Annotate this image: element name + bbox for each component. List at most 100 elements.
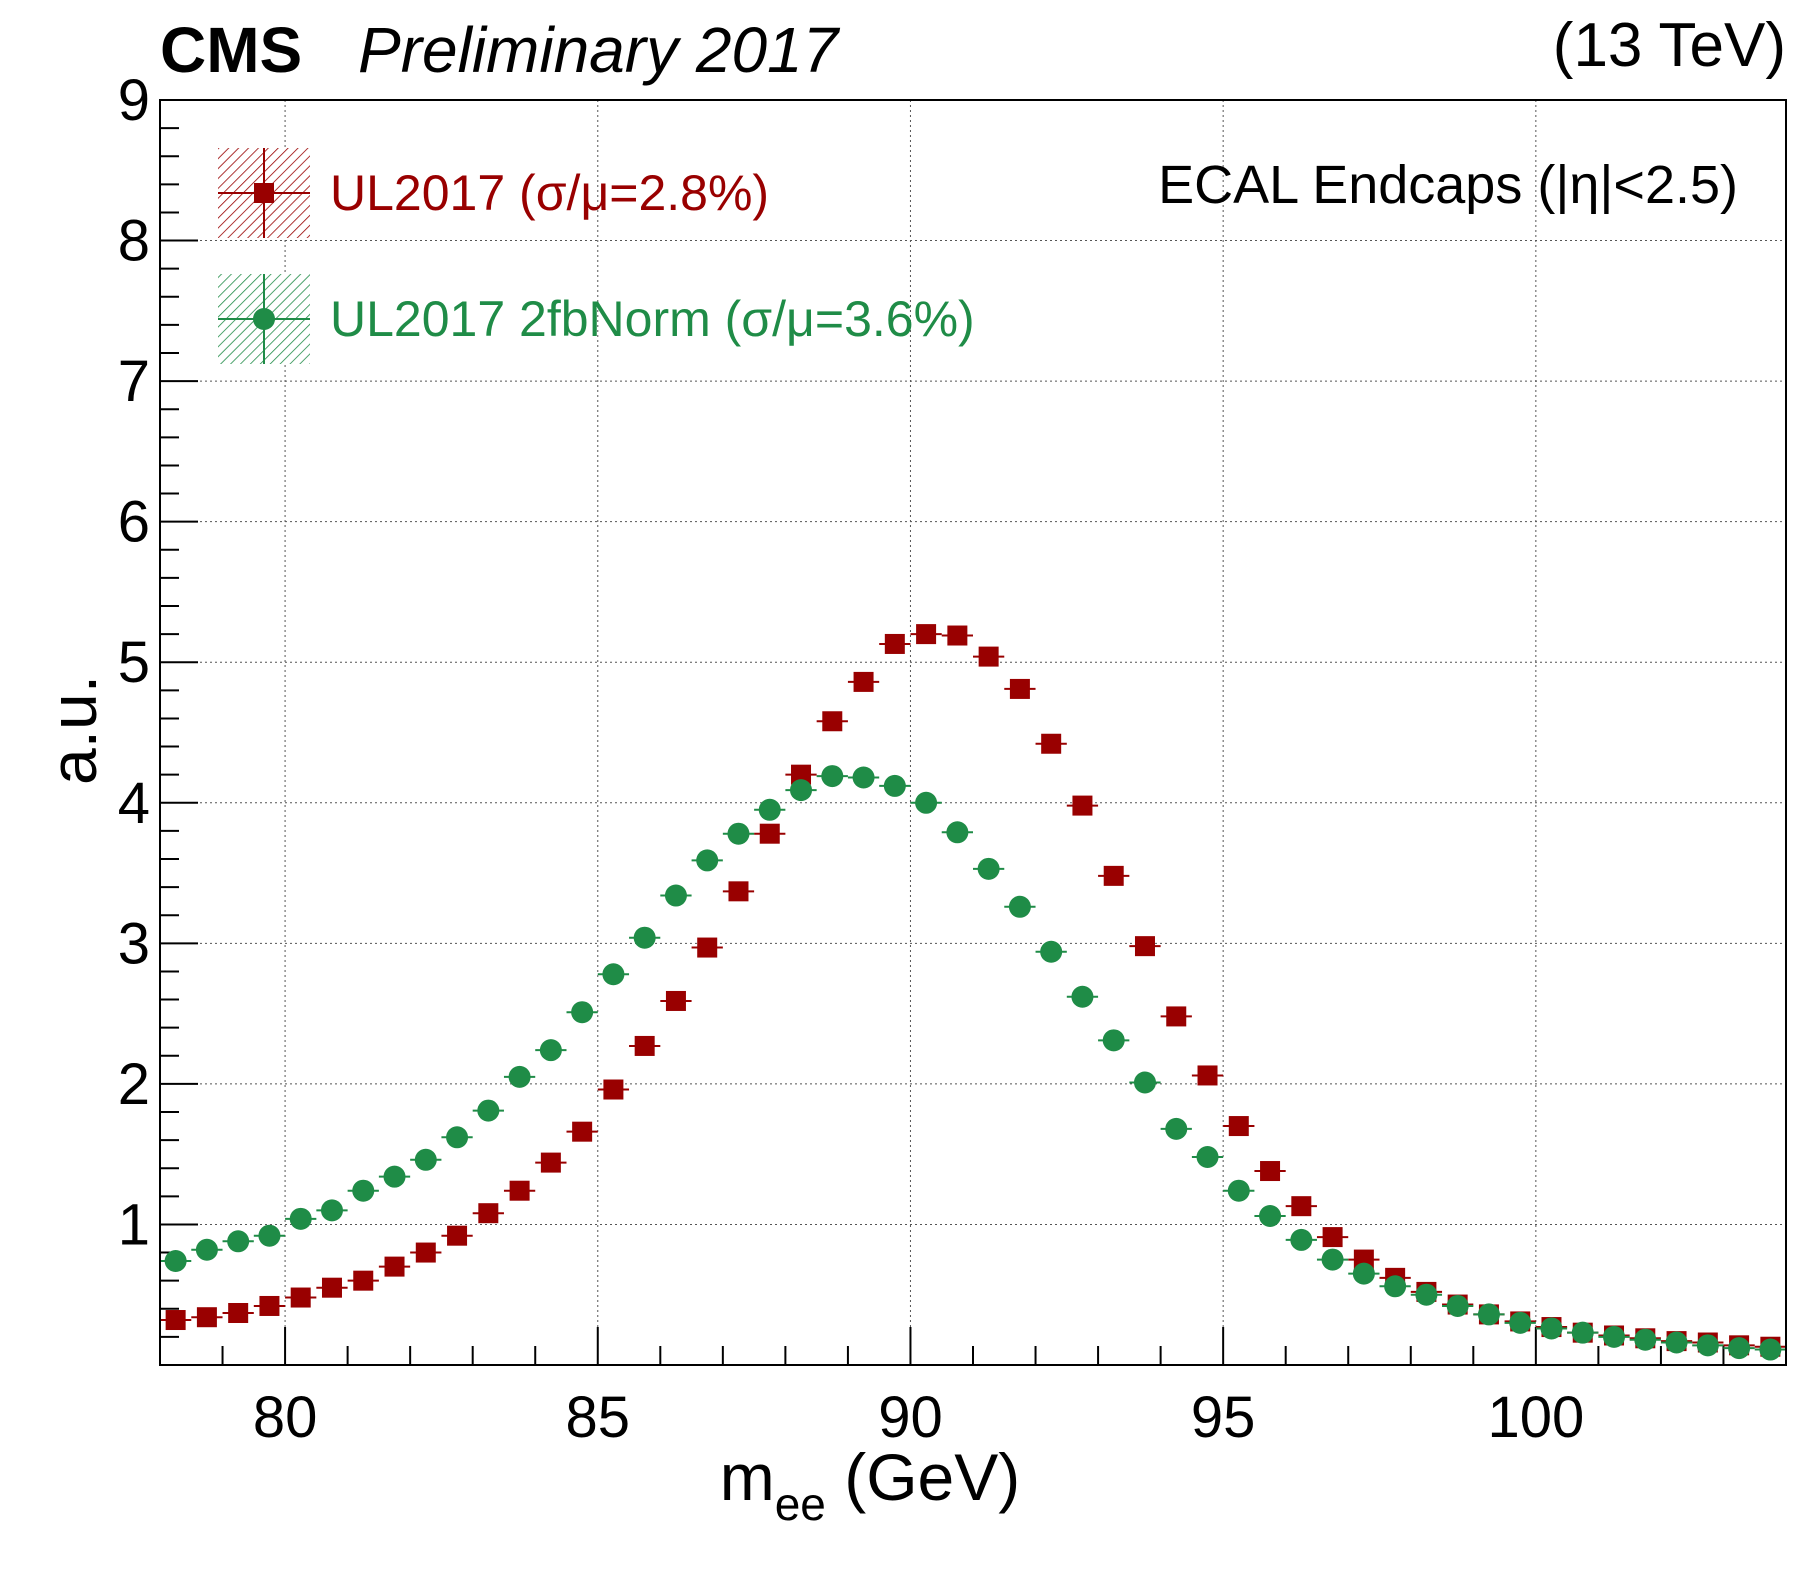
data-point-square <box>572 1121 593 1142</box>
data-point-circle <box>1165 1117 1188 1140</box>
data-point-square <box>165 1310 186 1331</box>
data-point-square <box>196 1307 217 1328</box>
data-point-square <box>540 1152 561 1173</box>
data-point-circle <box>164 1249 187 1272</box>
legend-label-green: UL2017 2fbNorm (σ/μ=3.6%) <box>330 291 975 347</box>
data-point-circle <box>1384 1275 1407 1298</box>
data-point-circle <box>383 1165 406 1188</box>
data-point-square <box>321 1277 342 1298</box>
data-point-circle <box>1259 1205 1282 1228</box>
data-point-circle <box>946 821 969 844</box>
status-label: Preliminary 2017 <box>358 14 841 86</box>
energy-label: (13 TeV) <box>1553 11 1786 80</box>
data-point-circle <box>1415 1283 1438 1306</box>
x-axis-label-subscript: ee <box>775 1478 826 1530</box>
data-point-circle <box>1603 1325 1626 1348</box>
y-tick-label: 2 <box>118 1052 150 1117</box>
x-tick-label: 80 <box>253 1385 318 1450</box>
data-point-circle <box>821 765 844 788</box>
data-point-circle <box>1728 1337 1751 1360</box>
data-point-circle <box>352 1179 375 1202</box>
data-point-circle <box>790 779 813 802</box>
data-point-square <box>415 1242 436 1263</box>
y-tick-label: 9 <box>118 68 150 133</box>
x-axis-label: mee (GeV) <box>720 1440 1021 1530</box>
y-tick-label: 6 <box>118 490 150 555</box>
data-point-circle <box>446 1126 469 1149</box>
data-point-circle <box>1571 1321 1594 1344</box>
data-point-circle <box>1008 895 1031 918</box>
x-axis-label-unit: (GeV) <box>826 1440 1020 1514</box>
data-point-square <box>384 1256 405 1277</box>
data-point-circle <box>1040 940 1063 963</box>
legend-entry-green: UL2017 2fbNorm (σ/μ=3.6%) <box>218 274 975 364</box>
y-tick-label: 1 <box>118 1192 150 1257</box>
legend-marker-square <box>254 183 274 203</box>
data-point-circle <box>508 1065 531 1088</box>
data-point-circle <box>1133 1071 1156 1094</box>
data-point-circle <box>664 884 687 907</box>
data-point-square <box>509 1180 530 1201</box>
data-point-circle <box>1227 1179 1250 1202</box>
data-point-square <box>1322 1227 1343 1248</box>
data-point-circle <box>1759 1338 1782 1361</box>
data-point-square <box>228 1302 249 1323</box>
plot-frame <box>159 99 1787 1366</box>
data-point-square <box>728 881 749 902</box>
data-point-square <box>259 1295 280 1316</box>
data-point-circle <box>977 857 1000 880</box>
legend-entry-red: UL2017 (σ/μ=2.8%) <box>218 148 769 238</box>
data-point-circle <box>1477 1303 1500 1326</box>
legend-label-red: UL2017 (σ/μ=2.8%) <box>330 165 769 221</box>
data-point-circle <box>414 1148 437 1171</box>
data-point-circle <box>1665 1331 1688 1354</box>
y-tick-label: 8 <box>118 209 150 274</box>
data-point-circle <box>758 798 781 821</box>
experiment-label: CMS <box>160 14 302 86</box>
grid <box>160 99 1786 1365</box>
data-point-circle <box>1446 1294 1469 1317</box>
data-point-square <box>353 1270 374 1291</box>
y-tick-label: 7 <box>118 349 150 414</box>
data-point-circle <box>602 963 625 986</box>
data-point-square <box>1291 1196 1312 1217</box>
data-point-square <box>884 633 905 654</box>
data-point-square <box>916 624 937 645</box>
series-red <box>160 624 1786 1357</box>
data-series <box>160 624 1786 1361</box>
x-tick-label: 85 <box>566 1385 631 1450</box>
y-tick-label: 3 <box>118 911 150 976</box>
data-point-circle <box>696 849 719 872</box>
x-tick-label: 90 <box>878 1385 943 1450</box>
data-point-circle <box>1321 1248 1344 1271</box>
data-point-square <box>1228 1116 1249 1137</box>
data-point-circle <box>1509 1311 1532 1334</box>
data-point-square <box>665 990 686 1011</box>
data-point-square <box>697 937 718 958</box>
data-point-square <box>1009 678 1030 699</box>
data-point-circle <box>1540 1317 1563 1340</box>
data-point-square <box>978 646 999 667</box>
data-point-circle <box>477 1099 500 1122</box>
data-point-square <box>290 1287 311 1308</box>
data-point-circle <box>320 1199 343 1222</box>
series-green <box>160 765 1786 1361</box>
data-point-circle <box>1352 1262 1375 1285</box>
data-point-circle <box>1290 1228 1313 1251</box>
data-point-circle <box>915 791 938 814</box>
data-point-square <box>1260 1161 1281 1182</box>
data-point-square <box>822 711 843 732</box>
y-tick-label: 5 <box>118 630 150 695</box>
data-point-circle <box>852 766 875 789</box>
data-point-square <box>478 1203 499 1224</box>
data-point-circle <box>1102 1029 1125 1052</box>
data-point-circle <box>727 822 750 845</box>
data-point-circle <box>539 1039 562 1062</box>
data-point-square <box>1041 733 1062 754</box>
x-tick-label: 95 <box>1191 1385 1256 1450</box>
data-point-circle <box>1196 1145 1219 1168</box>
x-axis-label-main: m <box>720 1440 775 1514</box>
data-point-circle <box>1634 1328 1657 1351</box>
data-point-square <box>1072 795 1093 816</box>
